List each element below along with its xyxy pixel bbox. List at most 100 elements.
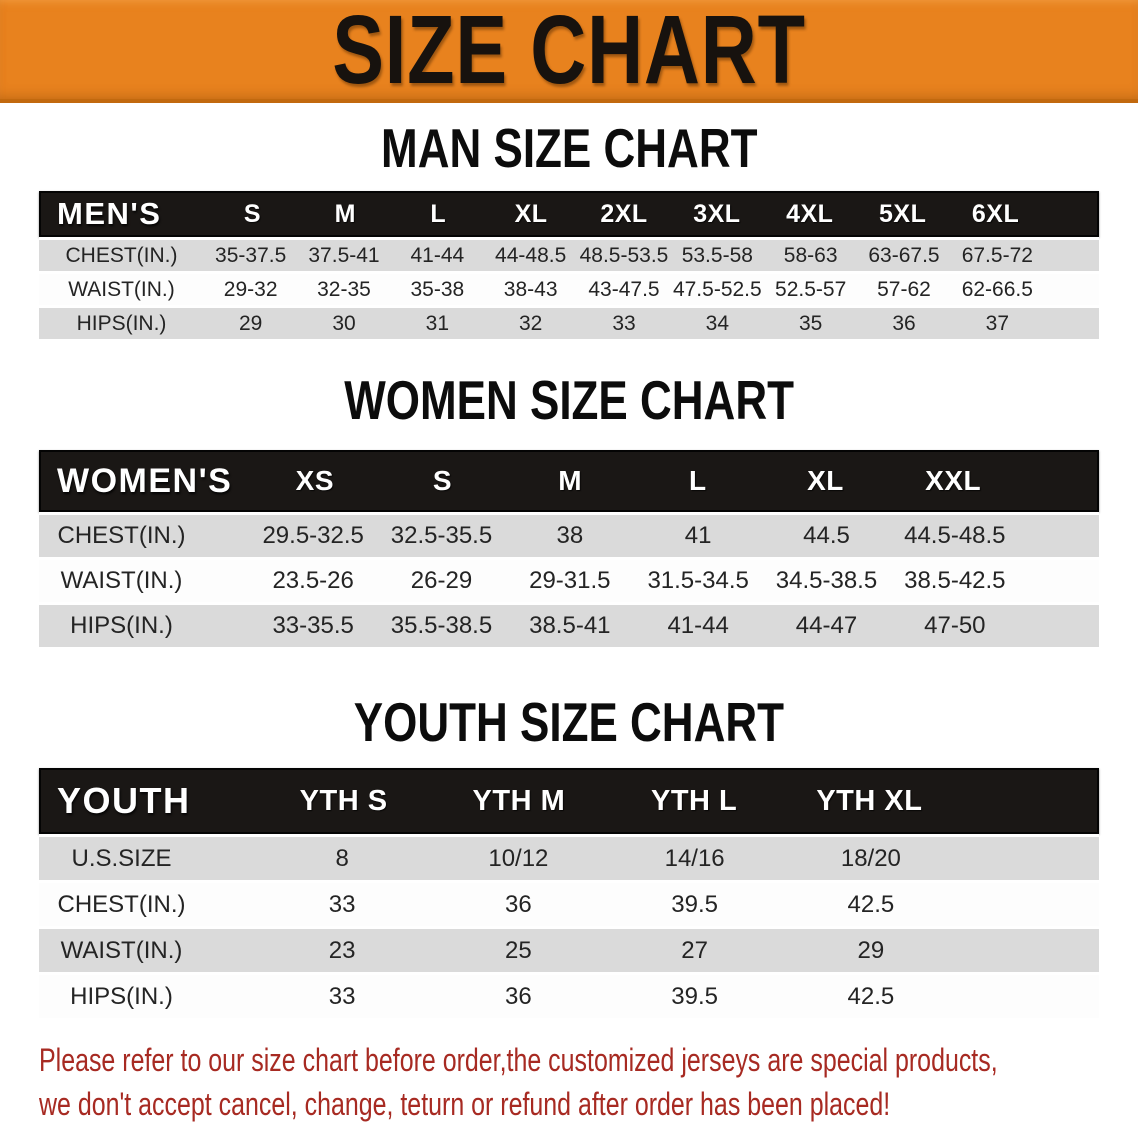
- measurement-value: 27: [681, 936, 708, 964]
- footer-note: Please refer to our size chart before or…: [39, 1038, 1138, 1126]
- measurement-value: 29.5-32.5: [262, 522, 364, 549]
- footer-line-1: Please refer to our size chart before or…: [39, 1042, 998, 1078]
- size-table-youth: YOUTH YTH S YTH M YTH L YTH XL U.S.SIZE 8 10/12…: [39, 768, 1099, 1018]
- size-chart-section-men: MAN SIZE CHART MEN'S S M L XL 2XL 3XL 4XL 5XL 6XL C…: [0, 121, 1138, 339]
- size-chart-section-youth: YOUTH SIZE CHART YOUTH YTH S YTH M YTH L YTH …: [0, 695, 1138, 1018]
- size-column-header: 3XL: [693, 199, 741, 228]
- measurement-value: 23: [328, 936, 356, 964]
- measurement-value: 25: [505, 936, 532, 964]
- section-title-men: MAN SIZE CHART: [0, 121, 1138, 176]
- size-column-header: L: [430, 199, 447, 228]
- measurement-value: 41: [684, 522, 712, 549]
- row-label: HIPS(IN.): [70, 612, 173, 639]
- row-label: U.S.SIZE: [71, 844, 172, 872]
- measurement-value: 35-38: [410, 277, 465, 301]
- measurement-value: 67.5-72: [961, 243, 1033, 267]
- table-row: HIPS(IN.) 33 36 39.5 42.5: [39, 972, 1099, 1018]
- measurement-value: 47.5-52.5: [672, 277, 762, 301]
- size-column-header: 6XL: [971, 199, 1020, 228]
- section-title-women: WOMEN SIZE CHART: [0, 373, 1138, 428]
- measurement-value: 14/16: [664, 844, 725, 872]
- table-row: U.S.SIZE 8 10/12 14/16 18/20: [39, 834, 1099, 880]
- measurement-value: 57-62: [877, 277, 931, 301]
- section-title-text: YOUTH SIZE CHART: [353, 691, 785, 753]
- corner-label: MEN'S: [57, 196, 162, 231]
- size-column-header: 4XL: [786, 199, 834, 228]
- table-row: CHEST(IN.) 33 36 39.5 42.5: [39, 880, 1099, 926]
- measurement-value: 32-35: [317, 277, 371, 301]
- measurement-value: 34.5-38.5: [775, 567, 878, 594]
- measurement-value: 8: [335, 844, 349, 872]
- measurement-value: 35: [798, 311, 823, 335]
- section-title-text: MAN SIZE CHART: [380, 117, 758, 179]
- size-column-header: YTH L: [650, 784, 738, 817]
- table-row: WAIST(IN.) 29-32 32-35 35-38 38-43 43-47.5 47.…: [39, 271, 1099, 305]
- measurement-value: 38.5-42.5: [904, 567, 1006, 594]
- size-table-men: MEN'S S M L XL 2XL 3XL 4XL 5XL 6XL CHEST(IN.) 35-37…: [39, 191, 1099, 339]
- row-label: HIPS(IN.): [70, 982, 173, 1010]
- size-column-header: XL: [807, 465, 844, 496]
- table-row: HIPS(IN.) 29 30 31 32 33 34 35 36 37: [39, 305, 1099, 339]
- size-column-header: 5XL: [878, 199, 927, 228]
- measurement-value: 29: [857, 936, 885, 964]
- measurement-value: 62-66.5: [961, 277, 1033, 301]
- row-label: HIPS(IN.): [76, 311, 167, 335]
- measurement-value: 41-44: [410, 243, 465, 267]
- size-table-women: WOMEN'S XS S M L XL XXL CHEST(IN.) 29.5-32.5 32.5…: [39, 450, 1099, 647]
- measurement-value: 32.5-35.5: [390, 522, 493, 549]
- section-title-youth: YOUTH SIZE CHART: [0, 695, 1138, 750]
- measurement-value: 35-37.5: [215, 243, 287, 267]
- measurement-value: 58-63: [783, 243, 838, 267]
- footer-line-2: we don't accept cancel, change, teturn o…: [39, 1086, 891, 1122]
- measurement-value: 37.5-41: [308, 243, 380, 267]
- row-label: WAIST(IN.): [68, 277, 175, 301]
- measurement-value: 31.5-34.5: [647, 567, 749, 594]
- corner-label: WOMEN'S: [57, 461, 233, 500]
- table-row: WAIST(IN.) 23.5-26 26-29 29-31.5 31.5-34.5 34…: [39, 557, 1099, 602]
- measurement-value: 36: [505, 890, 532, 918]
- size-column-header: YTH S: [299, 784, 388, 817]
- measurement-value: 44.5-48.5: [904, 522, 1006, 549]
- table-row: CHEST(IN.) 29.5-32.5 32.5-35.5 38 41 44.5 44.5…: [39, 512, 1099, 557]
- measurement-value: 18/20: [840, 844, 901, 872]
- measurement-value: 23.5-26: [272, 567, 354, 594]
- measurement-value: 44.5: [803, 522, 850, 549]
- measurement-value: 52.5-57: [775, 277, 847, 301]
- measurement-value: 34: [705, 311, 729, 335]
- measurement-value: 26-29: [410, 567, 473, 594]
- size-column-header: M: [334, 199, 356, 228]
- row-label: CHEST(IN.): [57, 890, 186, 918]
- sections-container: MAN SIZE CHART MEN'S S M L XL 2XL 3XL 4XL 5XL 6XL C…: [0, 121, 1138, 1018]
- size-column-header: XL: [514, 199, 548, 228]
- measurement-value: 33: [328, 890, 356, 918]
- measurement-value: 42.5: [847, 890, 895, 918]
- banner-title: SIZE CHART: [332, 0, 806, 104]
- measurement-value: 44-47: [795, 612, 858, 639]
- measurement-value: 10/12: [488, 844, 549, 872]
- size-column-header: XXL: [925, 465, 982, 496]
- table-row: HIPS(IN.) 33-35.5 35.5-38.5 38.5-41 41-44 44-…: [39, 602, 1099, 647]
- section-title-text: WOMEN SIZE CHART: [344, 369, 794, 431]
- table-header-row: WOMEN'S XS S M L XL XXL: [39, 450, 1099, 512]
- banner: SIZE CHART: [0, 0, 1138, 103]
- measurement-value: 38-43: [503, 277, 558, 301]
- measurement-value: 53.5-58: [681, 243, 753, 267]
- row-label: WAIST(IN.): [60, 936, 183, 964]
- size-column-header: S: [432, 465, 453, 496]
- measurement-value: 37: [985, 311, 1009, 335]
- measurement-value: 30: [332, 311, 356, 335]
- size-column-header: YTH M: [472, 784, 566, 817]
- size-column-header: 2XL: [600, 199, 648, 228]
- measurement-value: 32: [518, 311, 543, 335]
- measurement-value: 63-67.5: [868, 243, 940, 267]
- table-header-row: YOUTH YTH S YTH M YTH L YTH XL: [39, 768, 1099, 834]
- size-column-header: YTH XL: [816, 784, 923, 817]
- measurement-value: 38: [556, 522, 584, 549]
- measurement-value: 36: [505, 982, 532, 1010]
- measurement-value: 44-48.5: [495, 243, 567, 267]
- row-label: WAIST(IN.): [60, 567, 183, 594]
- measurement-value: 47-50: [924, 612, 986, 639]
- corner-label: YOUTH: [57, 780, 191, 821]
- measurement-value: 43-47.5: [588, 277, 660, 301]
